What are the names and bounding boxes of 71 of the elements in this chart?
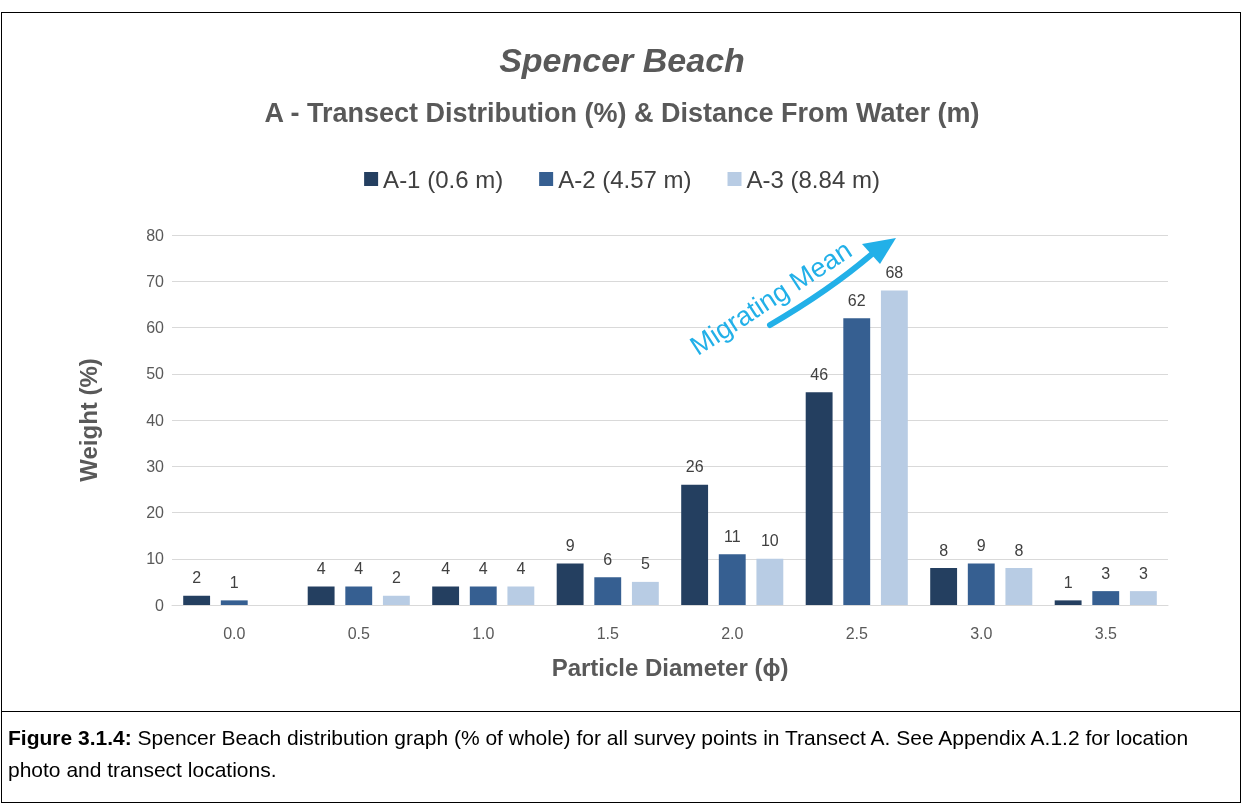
x-tick-label: 3.5 (1094, 624, 1117, 642)
bar (382, 595, 410, 605)
y-tick-label: 60 (146, 319, 165, 336)
caption: Figure 3.1.4: Spencer Beach distribution graph (% of whole) for all survey points in Transect A. See Appendix A.1.2 for location photo and transect locations. (1, 711, 1241, 803)
bar (432, 586, 460, 605)
data-label: 6 (603, 550, 613, 568)
data-label: 4 (516, 560, 526, 577)
bar (930, 568, 958, 605)
data-label: 10 (760, 532, 779, 550)
bar (507, 586, 535, 605)
x-tick-label: 1.5 (596, 624, 619, 642)
data-label: 4 (441, 560, 451, 577)
data-label: 5 (640, 555, 650, 573)
data-label: 26 (685, 458, 704, 476)
data-label: 9 (565, 536, 575, 554)
bar (1129, 591, 1157, 605)
bar (220, 600, 248, 605)
legend-label: A-2 (4.57 m) (558, 165, 692, 193)
data-label: 46 (810, 365, 829, 383)
y-tick-label: 80 (146, 226, 165, 244)
x-axis-title: Particle Diameter (ϕ) (551, 653, 789, 681)
legend-label: A-3 (8.84 m) (746, 165, 880, 193)
bar (183, 595, 211, 605)
bar (880, 290, 908, 605)
y-tick-label: 50 (146, 365, 165, 383)
data-label: 8 (1014, 541, 1024, 559)
data-label: 9 (976, 536, 986, 554)
data-label: 62 (847, 291, 866, 309)
bar (1054, 600, 1082, 605)
data-label: 68 (885, 264, 904, 281)
data-label: 8 (939, 541, 949, 559)
bar (556, 563, 584, 605)
y-tick-label: 10 (146, 550, 165, 568)
y-tick-label: 30 (146, 457, 165, 475)
data-label: 3 (1138, 564, 1148, 582)
x-tick-label: 2.0 (721, 624, 744, 642)
data-label: 1 (229, 573, 239, 591)
y-tick-label: 40 (146, 411, 165, 429)
chart-subtitle: A - Transect Distribution (%) & Distance From Water (m) (264, 97, 980, 128)
y-tick-label: 70 (146, 272, 165, 290)
bar (1005, 568, 1033, 605)
data-label: 2 (391, 569, 401, 587)
bar (345, 586, 373, 605)
bar (681, 484, 709, 605)
bar (756, 558, 784, 605)
data-label: 4 (316, 560, 326, 577)
bar (843, 318, 871, 605)
x-tick-label: 2.5 (845, 624, 868, 642)
data-label: 2 (192, 569, 202, 587)
data-label: 3 (1101, 564, 1111, 582)
bar (718, 554, 746, 605)
bar (1092, 591, 1120, 605)
bar (594, 577, 622, 605)
chart-title: Spencer Beach (499, 41, 745, 79)
bar (967, 563, 995, 605)
x-tick-label: 0.5 (347, 624, 370, 642)
y-tick-label: 20 (146, 504, 165, 521)
data-label: 4 (478, 560, 488, 577)
data-label: 4 (354, 560, 364, 577)
x-tick-label: 3.0 (970, 624, 993, 642)
data-label: 1 (1063, 573, 1073, 591)
legend-label: A-1 (0.6 m) (383, 165, 504, 193)
y-axis-title: Weight (%) (74, 358, 102, 482)
x-tick-label: 1.0 (472, 624, 495, 642)
bar (469, 586, 497, 605)
bar (307, 586, 335, 605)
data-label: 11 (723, 527, 741, 545)
bar (631, 581, 659, 605)
y-tick-label: 0 (155, 596, 165, 614)
x-tick-label: 0.0 (223, 624, 246, 642)
bar (805, 392, 833, 605)
